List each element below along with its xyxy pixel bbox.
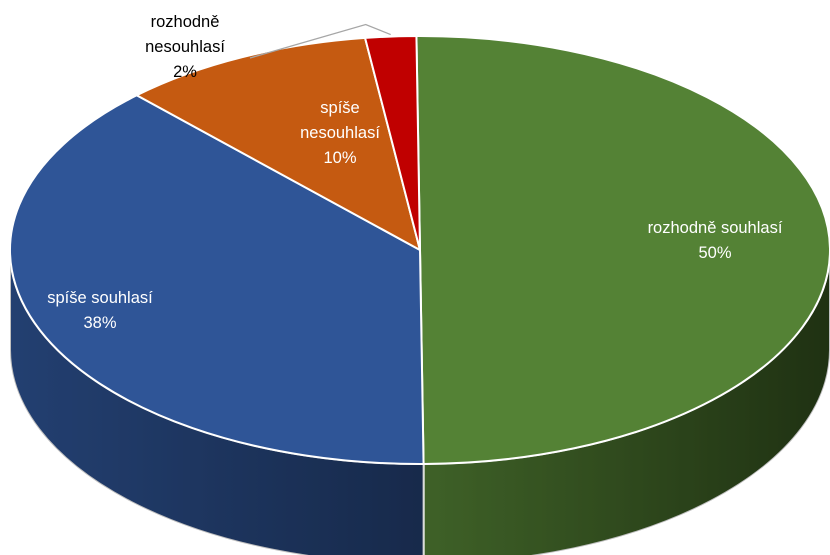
data-label-category: rozhodně souhlasí — [648, 219, 783, 237]
leader-line — [249, 23, 391, 59]
pie-side-shade-1 — [10, 250, 424, 555]
pie-top-faces — [9, 35, 830, 465]
data-label-category: spíše souhlasí — [47, 289, 153, 307]
data-label-category: nesouhlasí — [300, 124, 380, 142]
data-label-category: rozhodně — [151, 13, 220, 31]
pie-slice-1 — [9, 94, 425, 465]
pie-slice-3 — [364, 35, 421, 251]
data-labels: rozhodně souhlasí 50%spíše souhlasí 38%spí… — [47, 13, 783, 332]
data-label-value: 50% — [698, 244, 731, 262]
data-label-category: nesouhlasí — [145, 38, 225, 56]
pie-slice-2 — [135, 36, 421, 251]
data-label-1: spíše souhlasí 38% — [47, 289, 153, 332]
data-label-3: rozhodně nesouhlasí 2% — [145, 13, 225, 81]
data-label-category: spíše — [320, 99, 359, 117]
data-label-2: spíše nesouhlasí 10% — [300, 99, 380, 167]
data-label-value: 10% — [323, 149, 356, 167]
pie-side-shade-0 — [423, 250, 830, 555]
data-label-0: rozhodně souhlasí 50% — [648, 219, 783, 262]
data-label-value: 38% — [83, 314, 116, 332]
data-label-value: 2% — [173, 63, 197, 81]
pie-side-walls — [9, 249, 830, 555]
